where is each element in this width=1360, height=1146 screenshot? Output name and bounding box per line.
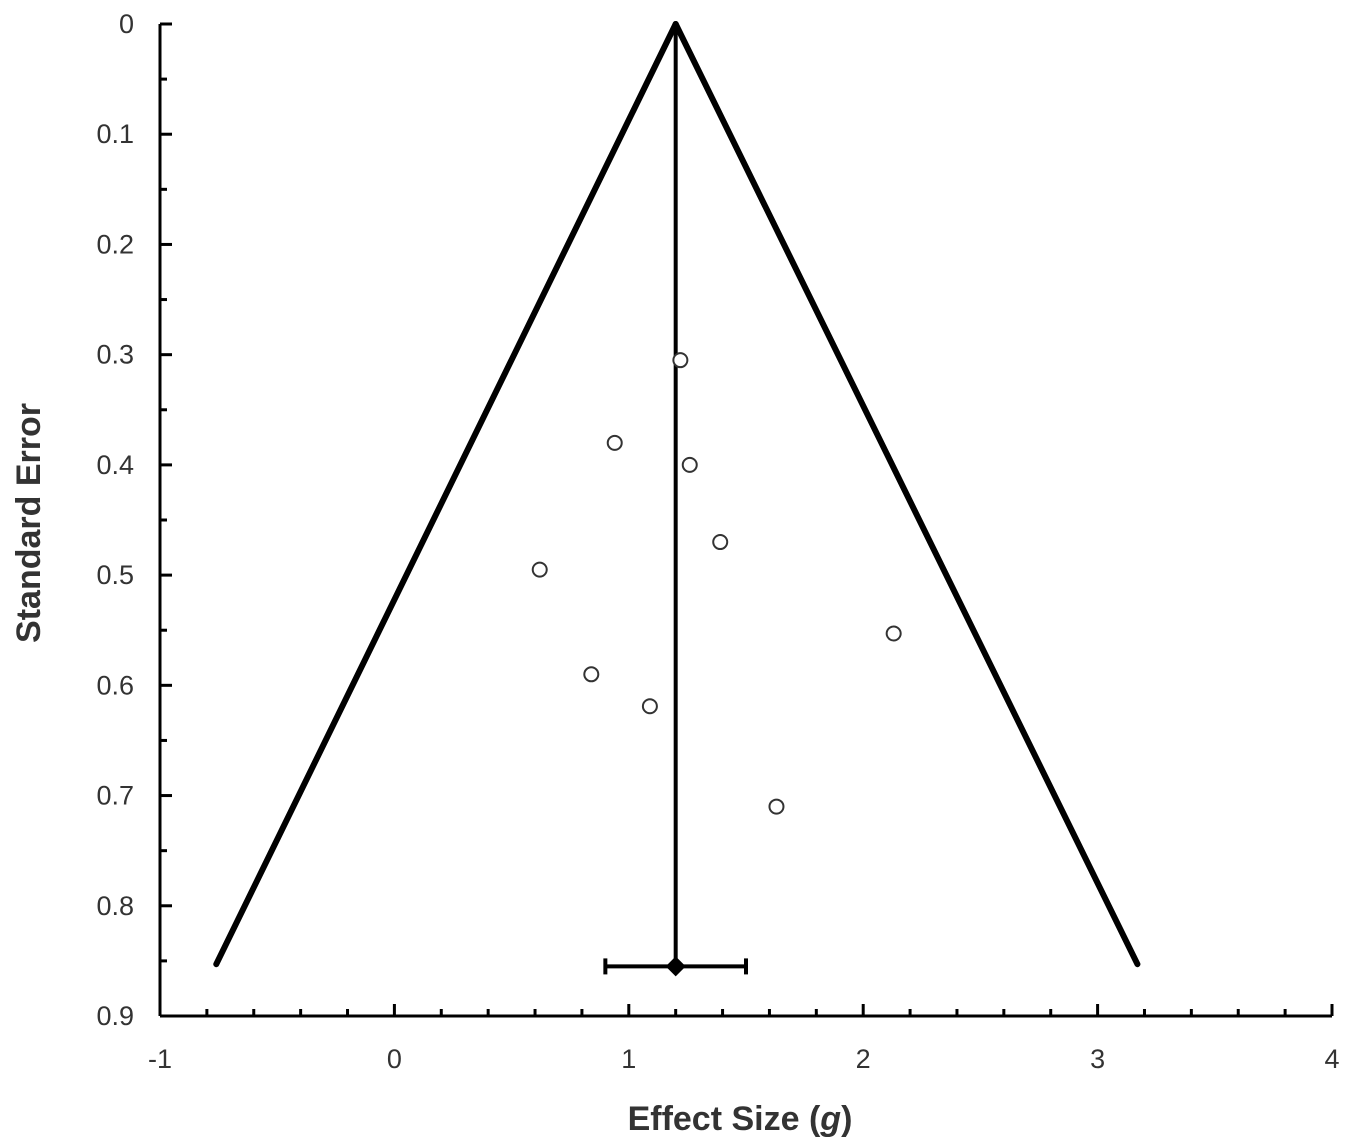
funnel-lines [213, 21, 1141, 968]
y-tick-label: 0.6 [96, 670, 134, 700]
x-tick-label: -1 [148, 1044, 172, 1074]
study-point [606, 434, 623, 451]
y-axis-title: Standard Error [10, 403, 48, 643]
y-tick-label: 0.1 [96, 119, 134, 149]
axes: 0 0.1 0.2 0.3 0.4 0.5 0.6 0.7 0.8 0.9 -1 0 1 2 3 4 [96, 9, 1339, 1074]
funnel-left-line [213, 21, 679, 968]
study-points [531, 352, 902, 815]
x-axis-title-close: ) [841, 1100, 852, 1138]
y-tick-label: 0.7 [96, 781, 134, 811]
x-tick-label: 2 [856, 1044, 871, 1074]
y-tick-label: 0.3 [96, 340, 134, 370]
pooled-estimate [603, 956, 748, 977]
x-tick-label: 0 [387, 1044, 402, 1074]
y-tick-label: 0.8 [96, 891, 134, 921]
pooled-diamond [665, 956, 686, 977]
x-axis-title-main: Effect Size ( [628, 1100, 821, 1138]
y-tick-label: 0.2 [96, 229, 134, 259]
x-tick-label: 1 [621, 1044, 636, 1074]
x-tick-label: 3 [1090, 1044, 1105, 1074]
x-axis-title-italic: g [819, 1100, 841, 1138]
y-tick-label: 0.9 [96, 1001, 134, 1031]
y-tick-label: 0 [119, 9, 134, 39]
study-point [641, 698, 658, 715]
study-point [672, 352, 689, 369]
y-tick-label: 0.5 [96, 560, 134, 590]
study-point [885, 625, 902, 642]
x-tick-label: 4 [1324, 1044, 1339, 1074]
study-point [712, 534, 729, 551]
x-axis-title: Effect Size (g) [628, 1100, 853, 1138]
study-point [768, 798, 785, 815]
funnel-right-line [672, 21, 1141, 968]
study-point [531, 561, 548, 578]
study-point [681, 456, 698, 473]
study-point [583, 666, 600, 683]
y-tick-label: 0.4 [96, 450, 134, 480]
